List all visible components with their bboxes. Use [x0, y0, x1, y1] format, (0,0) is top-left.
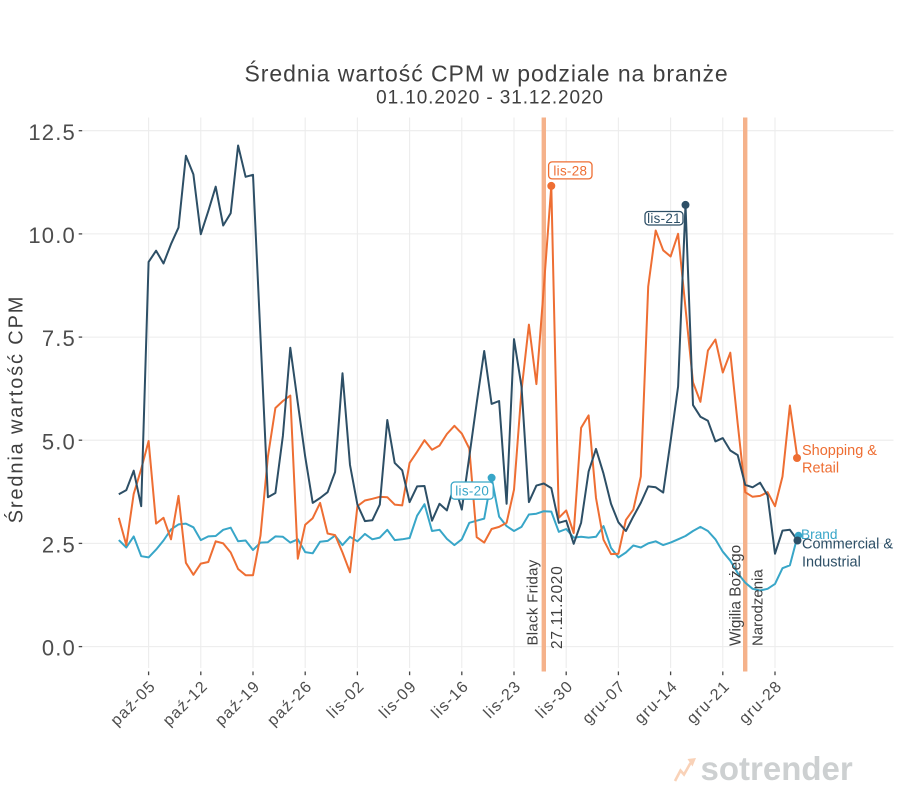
svg-text:Wigilia Bożego: Wigilia Bożego	[728, 545, 745, 646]
svg-text:Industrial: Industrial	[802, 555, 861, 571]
svg-text:27.11.2020: 27.11.2020	[549, 566, 566, 649]
svg-text:0.0: 0.0	[42, 636, 76, 661]
svg-text:sotrender: sotrender	[701, 750, 853, 787]
svg-text:lis-28: lis-28	[553, 163, 587, 178]
svg-text:Retail: Retail	[802, 461, 839, 477]
svg-text:Brand: Brand	[801, 527, 838, 542]
svg-text:Średnia wartość CPM w podziale: Średnia wartość CPM w podziale na branże	[245, 60, 729, 87]
svg-text:2.5: 2.5	[42, 533, 76, 558]
svg-text:Shopping &: Shopping &	[802, 443, 877, 459]
svg-text:7.5: 7.5	[42, 326, 76, 351]
svg-text:lis-21: lis-21	[647, 211, 681, 226]
svg-text:01.10.2020 - 31.12.2020: 01.10.2020 - 31.12.2020	[376, 87, 604, 108]
svg-text:Narodzenia: Narodzenia	[750, 569, 767, 646]
svg-text:10.0: 10.0	[28, 223, 76, 248]
svg-text:lis-20: lis-20	[455, 484, 489, 499]
svg-text:Średnia wartość CPM: Średnia wartość CPM	[4, 295, 28, 524]
svg-text:Black Friday: Black Friday	[524, 559, 541, 645]
svg-text:5.0: 5.0	[42, 429, 76, 454]
svg-text:12.5: 12.5	[28, 120, 76, 145]
svg-text:Commercial &: Commercial &	[802, 537, 893, 553]
